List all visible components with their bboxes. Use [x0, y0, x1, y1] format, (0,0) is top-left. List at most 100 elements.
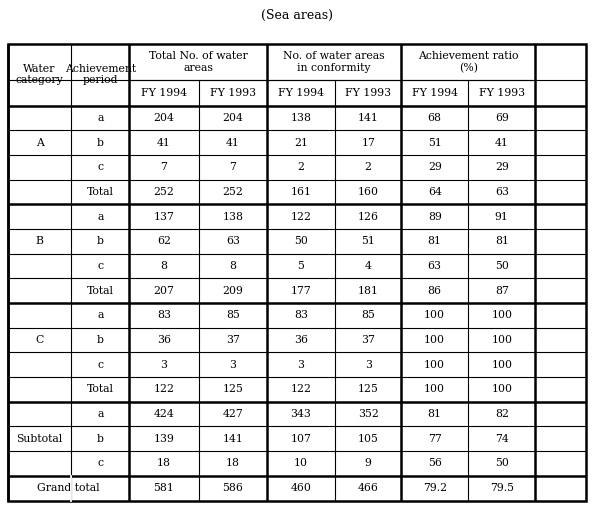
Text: 5: 5: [298, 261, 305, 271]
Text: Total: Total: [87, 187, 114, 197]
Text: 424: 424: [154, 409, 174, 419]
Text: 141: 141: [358, 113, 378, 123]
Text: 63: 63: [428, 261, 442, 271]
Text: 204: 204: [222, 113, 243, 123]
Text: a: a: [97, 212, 103, 221]
Text: B: B: [36, 236, 43, 246]
Text: 122: 122: [153, 384, 175, 394]
Text: 82: 82: [495, 409, 509, 419]
Text: Total: Total: [87, 286, 114, 296]
Text: a: a: [97, 310, 103, 320]
Text: 50: 50: [294, 236, 308, 246]
Text: 62: 62: [157, 236, 171, 246]
Text: 63: 63: [495, 187, 509, 197]
Text: 105: 105: [358, 434, 378, 444]
Text: Subtotal: Subtotal: [17, 434, 63, 444]
Text: 100: 100: [491, 335, 512, 345]
Text: FY 1993: FY 1993: [210, 88, 256, 98]
Text: 126: 126: [358, 212, 378, 221]
Text: 37: 37: [226, 335, 240, 345]
Text: 51: 51: [428, 138, 441, 148]
Text: 138: 138: [290, 113, 311, 123]
Text: a: a: [97, 113, 103, 123]
Text: 3: 3: [160, 360, 168, 370]
Text: 87: 87: [495, 286, 508, 296]
Text: FY 1993: FY 1993: [479, 88, 525, 98]
Text: 56: 56: [428, 459, 441, 469]
Text: 181: 181: [358, 286, 378, 296]
Text: c: c: [97, 459, 103, 469]
Text: Grand total: Grand total: [37, 483, 100, 493]
Text: Total: Total: [87, 384, 114, 394]
Text: 89: 89: [428, 212, 441, 221]
Text: 74: 74: [495, 434, 508, 444]
Text: 41: 41: [226, 138, 240, 148]
Text: FY 1994: FY 1994: [412, 88, 458, 98]
Text: 85: 85: [226, 310, 240, 320]
Text: 18: 18: [157, 459, 171, 469]
Text: 352: 352: [358, 409, 378, 419]
Text: 81: 81: [495, 236, 509, 246]
Text: b: b: [97, 434, 104, 444]
Text: a: a: [97, 409, 103, 419]
Text: c: c: [97, 261, 103, 271]
Text: 3: 3: [365, 360, 372, 370]
Text: 18: 18: [226, 459, 240, 469]
Text: 29: 29: [495, 162, 508, 172]
Text: 83: 83: [294, 310, 308, 320]
Text: FY 1994: FY 1994: [141, 88, 187, 98]
Text: 36: 36: [294, 335, 308, 345]
Text: c: c: [97, 360, 103, 370]
Text: 8: 8: [229, 261, 236, 271]
Text: No. of water areas
in conformity: No. of water areas in conformity: [283, 51, 385, 73]
Text: 51: 51: [361, 236, 375, 246]
Text: 100: 100: [424, 335, 445, 345]
Text: (Sea areas): (Sea areas): [261, 9, 333, 22]
Text: 79.5: 79.5: [490, 483, 514, 493]
Text: 9: 9: [365, 459, 372, 469]
Text: 466: 466: [358, 483, 378, 493]
Text: 17: 17: [361, 138, 375, 148]
Text: 2: 2: [365, 162, 372, 172]
Text: 122: 122: [290, 384, 311, 394]
Text: 41: 41: [495, 138, 508, 148]
Text: b: b: [97, 138, 104, 148]
Text: 100: 100: [424, 360, 445, 370]
Text: 7: 7: [229, 162, 236, 172]
Text: 138: 138: [222, 212, 244, 221]
Text: 161: 161: [290, 187, 311, 197]
Text: 68: 68: [428, 113, 442, 123]
Text: Achievement ratio
(%): Achievement ratio (%): [418, 51, 519, 73]
Text: 50: 50: [495, 261, 508, 271]
Text: 204: 204: [153, 113, 175, 123]
Text: 69: 69: [495, 113, 508, 123]
Text: 427: 427: [222, 409, 243, 419]
Text: 160: 160: [358, 187, 378, 197]
Text: 100: 100: [424, 384, 445, 394]
Text: 177: 177: [290, 286, 311, 296]
Text: 100: 100: [491, 310, 512, 320]
Text: Total No. of water
areas: Total No. of water areas: [148, 51, 248, 73]
Text: 460: 460: [290, 483, 311, 493]
Text: 83: 83: [157, 310, 171, 320]
Text: 209: 209: [222, 286, 243, 296]
Text: b: b: [97, 236, 104, 246]
Text: 139: 139: [153, 434, 175, 444]
Text: 8: 8: [160, 261, 168, 271]
Text: c: c: [97, 162, 103, 172]
Text: 125: 125: [222, 384, 243, 394]
Text: 137: 137: [153, 212, 175, 221]
Text: 125: 125: [358, 384, 378, 394]
Text: 36: 36: [157, 335, 171, 345]
Text: 252: 252: [222, 187, 243, 197]
Text: 10: 10: [294, 459, 308, 469]
Text: 2: 2: [298, 162, 305, 172]
Text: 50: 50: [495, 459, 508, 469]
Text: 79.2: 79.2: [423, 483, 447, 493]
Text: 107: 107: [290, 434, 311, 444]
Text: 85: 85: [361, 310, 375, 320]
Bar: [8, 44, 586, 501]
Text: 3: 3: [229, 360, 236, 370]
Text: A: A: [36, 138, 43, 148]
Text: 63: 63: [226, 236, 240, 246]
